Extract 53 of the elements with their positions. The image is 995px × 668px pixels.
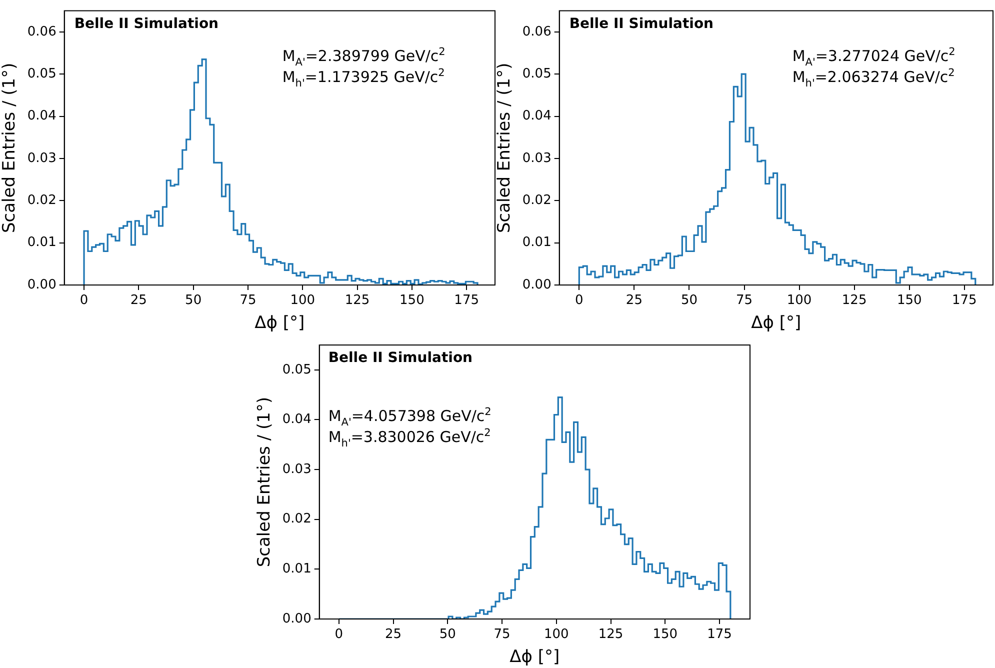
x-tick-label: 175	[952, 293, 977, 308]
x-tick-label: 75	[240, 293, 256, 308]
x-tick-label: 150	[652, 627, 678, 642]
y-tick-label: 0.00	[282, 611, 312, 626]
x-axis-title: Δϕ [°]	[751, 313, 802, 334]
y-tick-label: 0.02	[27, 193, 56, 208]
x-tick-label: 25	[385, 627, 402, 642]
y-tick-label: 0.05	[27, 66, 56, 82]
y-tick-label: 0.03	[282, 462, 312, 477]
y-tick-label: 0.00	[522, 277, 552, 292]
x-tick-label: 150	[400, 293, 424, 308]
x-tick-label: 75	[494, 627, 510, 642]
x-tick-label: 125	[842, 293, 867, 308]
x-axis-title: Δϕ [°]	[254, 313, 305, 334]
y-tick-label: 0.02	[522, 193, 552, 208]
y-tick-label: 0.06	[522, 24, 552, 40]
x-tick-label: 25	[130, 293, 147, 308]
y-tick-label: 0.03	[522, 150, 552, 166]
x-tick-label: 100	[544, 627, 569, 642]
y-tick-label: 0.01	[27, 235, 56, 250]
x-tick-label: 175	[454, 293, 479, 308]
y-tick-label: 0.02	[282, 512, 312, 527]
y-axis-title: Scaled Entries / (1°)	[494, 62, 515, 234]
x-tick-label: 50	[185, 293, 202, 308]
x-tick-label: 175	[707, 627, 732, 642]
y-tick-label: 0.00	[27, 277, 56, 292]
x-axis-title: Δϕ [°]	[510, 647, 560, 668]
y-tick-label: 0.05	[282, 362, 312, 378]
y-tick-label: 0.01	[282, 562, 312, 577]
annotation: Belle II Simulation	[74, 16, 219, 32]
x-tick-label: 150	[896, 293, 922, 308]
x-tick-label: 50	[439, 627, 456, 642]
y-tick-label: 0.01	[522, 235, 552, 250]
y-tick-label: 0.06	[27, 24, 56, 40]
x-tick-label: 50	[680, 293, 698, 308]
y-tick-label: 0.05	[522, 66, 552, 82]
x-tick-label: 75	[736, 293, 753, 308]
y-tick-label: 0.04	[522, 108, 552, 124]
y-axis-title: Scaled Entries / (1°)	[254, 396, 275, 568]
y-tick-label: 0.04	[282, 412, 312, 428]
y-tick-label: 0.03	[27, 150, 56, 166]
y-axis-title: Scaled Entries / (1°)	[0, 62, 20, 234]
y-tick-label: 0.04	[27, 108, 56, 124]
x-tick-label: 0	[80, 293, 88, 308]
x-tick-label: 0	[575, 293, 584, 308]
x-tick-label: 0	[334, 627, 344, 642]
x-tick-label: 125	[598, 627, 624, 642]
x-tick-label: 100	[290, 293, 316, 308]
x-tick-label: 25	[626, 293, 642, 308]
annotation: Belle II Simulation	[569, 16, 714, 32]
annotation: Belle II Simulation	[328, 350, 473, 366]
x-tick-label: 125	[344, 293, 370, 308]
x-tick-label: 100	[786, 293, 812, 308]
